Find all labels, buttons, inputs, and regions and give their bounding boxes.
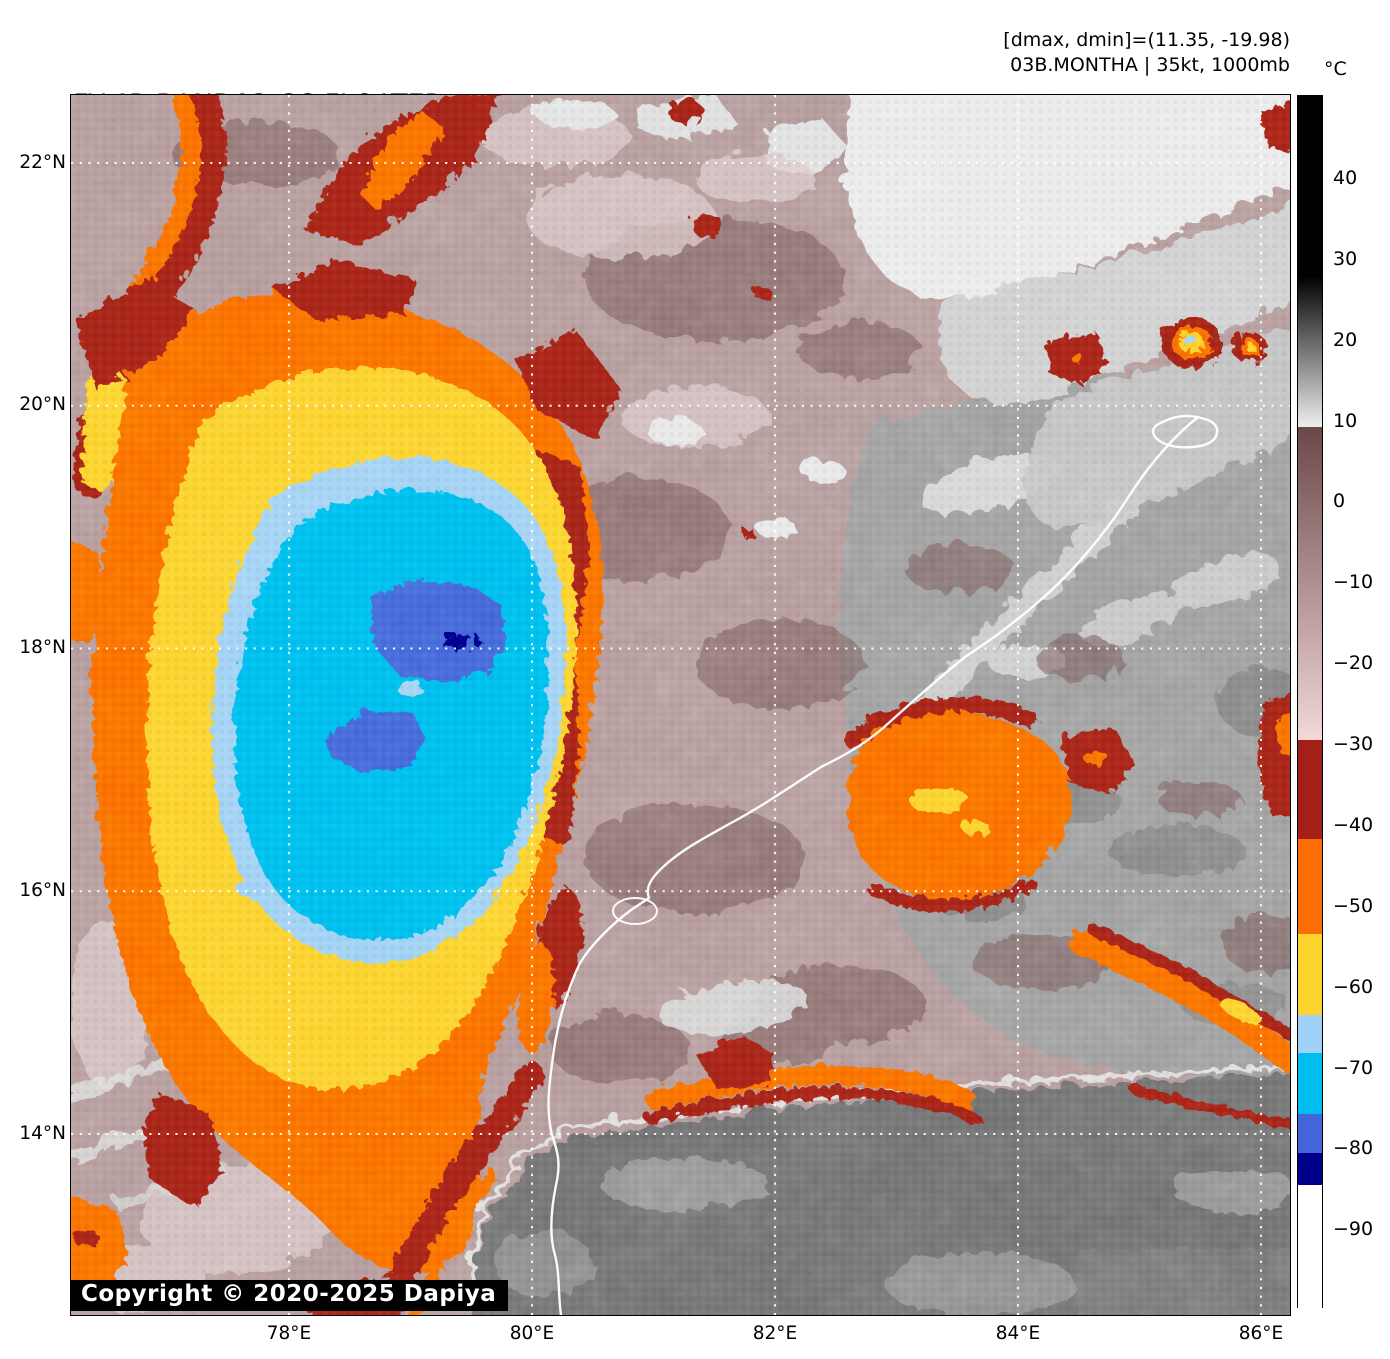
lon-tick-label: 86°E xyxy=(1238,1323,1284,1344)
colorbar-tick-label: −50 xyxy=(1333,895,1374,917)
pixel-grid-overlay xyxy=(71,95,1290,1315)
lake-outline xyxy=(1151,414,1219,449)
colorbar-unit-label: °C xyxy=(1324,58,1347,80)
lon-tick-label: 80°E xyxy=(509,1323,555,1344)
lon-tick-label: 84°E xyxy=(995,1323,1041,1344)
colorbar-tick-label: −60 xyxy=(1333,976,1374,998)
lon-tick-label: 78°E xyxy=(266,1323,312,1344)
map-frame: Copyright © 2020-2025 Dapiya xyxy=(70,94,1291,1316)
colorbar-tick-label: 10 xyxy=(1333,410,1358,432)
colorbar-segment xyxy=(1298,934,1322,1015)
lat-tick-label: 14°N xyxy=(19,1123,66,1144)
colorbar-tick-label: −90 xyxy=(1333,1218,1374,1240)
colorbar-segment xyxy=(1298,740,1322,839)
colorbar-tick-label: −20 xyxy=(1333,652,1374,674)
colorbar-tick-label: 20 xyxy=(1333,329,1358,351)
colorbar-segment xyxy=(1298,1153,1322,1185)
colorbar-tick-label: −40 xyxy=(1333,814,1374,836)
colorbar-segment xyxy=(1298,839,1322,934)
colorbar-tick-label: −70 xyxy=(1333,1057,1374,1079)
colorbar-tick-label: 0 xyxy=(1333,490,1346,512)
dmax-dmin-annotation: [dmax, dmin]=(11.35, -19.98) xyxy=(1003,29,1290,51)
colorbar-segment xyxy=(1298,1053,1322,1114)
lon-tick-label: 82°E xyxy=(752,1323,798,1344)
satellite-image-svg xyxy=(71,95,1290,1315)
lat-tick-label: 16°N xyxy=(19,880,66,901)
colorbar-segment xyxy=(1298,96,1322,276)
lat-tick-label: 22°N xyxy=(19,152,66,173)
copyright-badge: Copyright © 2020-2025 Dapiya xyxy=(71,1280,509,1311)
graticule xyxy=(71,95,1290,1315)
colorbar xyxy=(1297,95,1323,1309)
storm-annotation: 03B.MONTHA | 35kt, 1000mb xyxy=(1010,54,1290,76)
colorbar-tick-label: 30 xyxy=(1333,248,1358,270)
colorbar-tick-label: −80 xyxy=(1333,1137,1374,1159)
colorbar-segment xyxy=(1298,427,1322,740)
lagoon-outline xyxy=(612,897,658,925)
colorbar-segment xyxy=(1298,1015,1322,1053)
lat-tick-label: 20°N xyxy=(19,394,66,415)
colorbar-segment xyxy=(1298,276,1322,427)
colorbar-tick-label: −10 xyxy=(1333,571,1374,593)
colorbar-tick-label: −30 xyxy=(1333,733,1374,755)
annotation-block: [dmax, dmin]=(11.35, -19.98) 03B.MONTHA … xyxy=(1003,28,1290,78)
colorbar-segment xyxy=(1298,1114,1322,1153)
lat-tick-label: 18°N xyxy=(19,637,66,658)
coastline xyxy=(547,414,1219,1315)
colorbar-tick-label: 40 xyxy=(1333,167,1358,189)
colorbar-segment xyxy=(1298,1185,1322,1309)
